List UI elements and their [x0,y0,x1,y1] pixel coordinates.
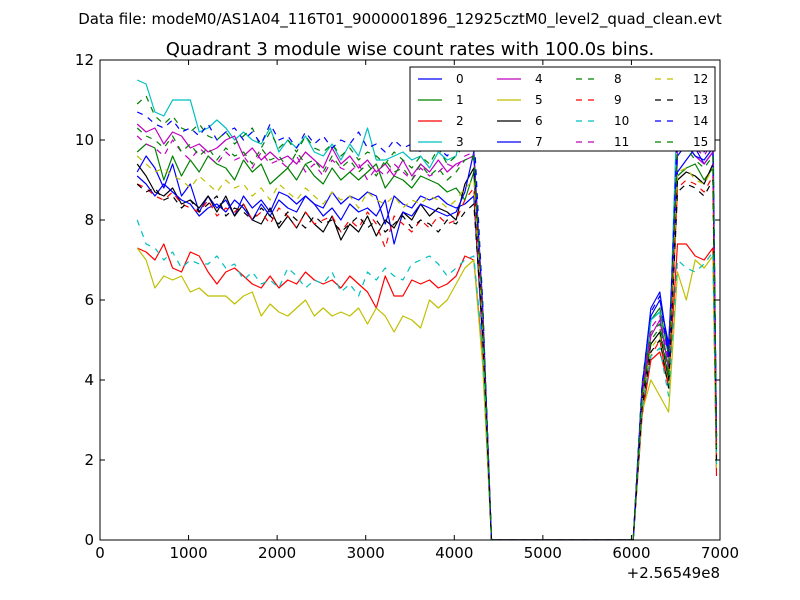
legend-label-5: 5 [535,93,543,107]
legend-label-14: 14 [693,114,708,128]
x-tick-label: 0 [95,544,105,562]
y-tick-label: 2 [84,451,94,469]
legend-label-6: 6 [535,114,543,128]
series-line-9 [136,175,718,540]
series-line-13 [136,179,718,540]
x-tick-label: 4000 [435,544,473,562]
series-line-10 [136,219,718,540]
x-tick-label: 5000 [524,544,562,562]
x-tick-label: 1000 [169,544,207,562]
legend-box [409,66,716,152]
legend-label-13: 13 [693,93,708,107]
series-line-6 [136,163,718,540]
legend-label-0: 0 [456,72,464,86]
series-line-1 [136,143,718,540]
series-line-8 [136,95,718,540]
series-line-15 [136,127,718,540]
y-tick-label: 4 [84,371,94,389]
x-tick-label: 7000 [701,544,739,562]
series-line-4 [136,123,718,540]
x-tick-label: 3000 [347,544,385,562]
x-offset-label: +2.56549e8 [627,564,720,582]
series-line-12 [136,155,718,540]
series-line-3 [136,79,718,540]
legend-label-4: 4 [535,72,543,86]
series-layer [136,79,718,540]
legend-label-2: 2 [456,114,464,128]
legend-label-3: 3 [456,135,464,149]
legend-label-15: 15 [693,135,708,149]
legend-label-9: 9 [614,93,622,107]
y-tick-label: 6 [84,291,94,309]
data-file-caption: Data file: modeM0/AS1A04_116T01_90000018… [78,10,722,29]
series-line-11 [136,135,718,540]
y-tick-label: 12 [75,51,94,69]
y-tick-label: 10 [75,131,94,149]
legend-label-12: 12 [693,72,708,86]
series-line-5 [136,247,718,540]
legend-label-10: 10 [614,114,629,128]
series-line-14 [136,111,718,540]
legend-label-8: 8 [614,72,622,86]
series-line-2 [136,243,718,540]
x-tick-label: 2000 [258,544,296,562]
chart-title: Quadrant 3 module wise count rates with … [166,39,655,60]
x-tick-label: 6000 [612,544,650,562]
y-tick-label: 0 [84,531,94,549]
legend-label-7: 7 [535,135,543,149]
y-tick-label: 8 [84,211,94,229]
series-line-7 [136,143,718,540]
legend-label-1: 1 [456,93,464,107]
legend-label-11: 11 [614,135,629,149]
